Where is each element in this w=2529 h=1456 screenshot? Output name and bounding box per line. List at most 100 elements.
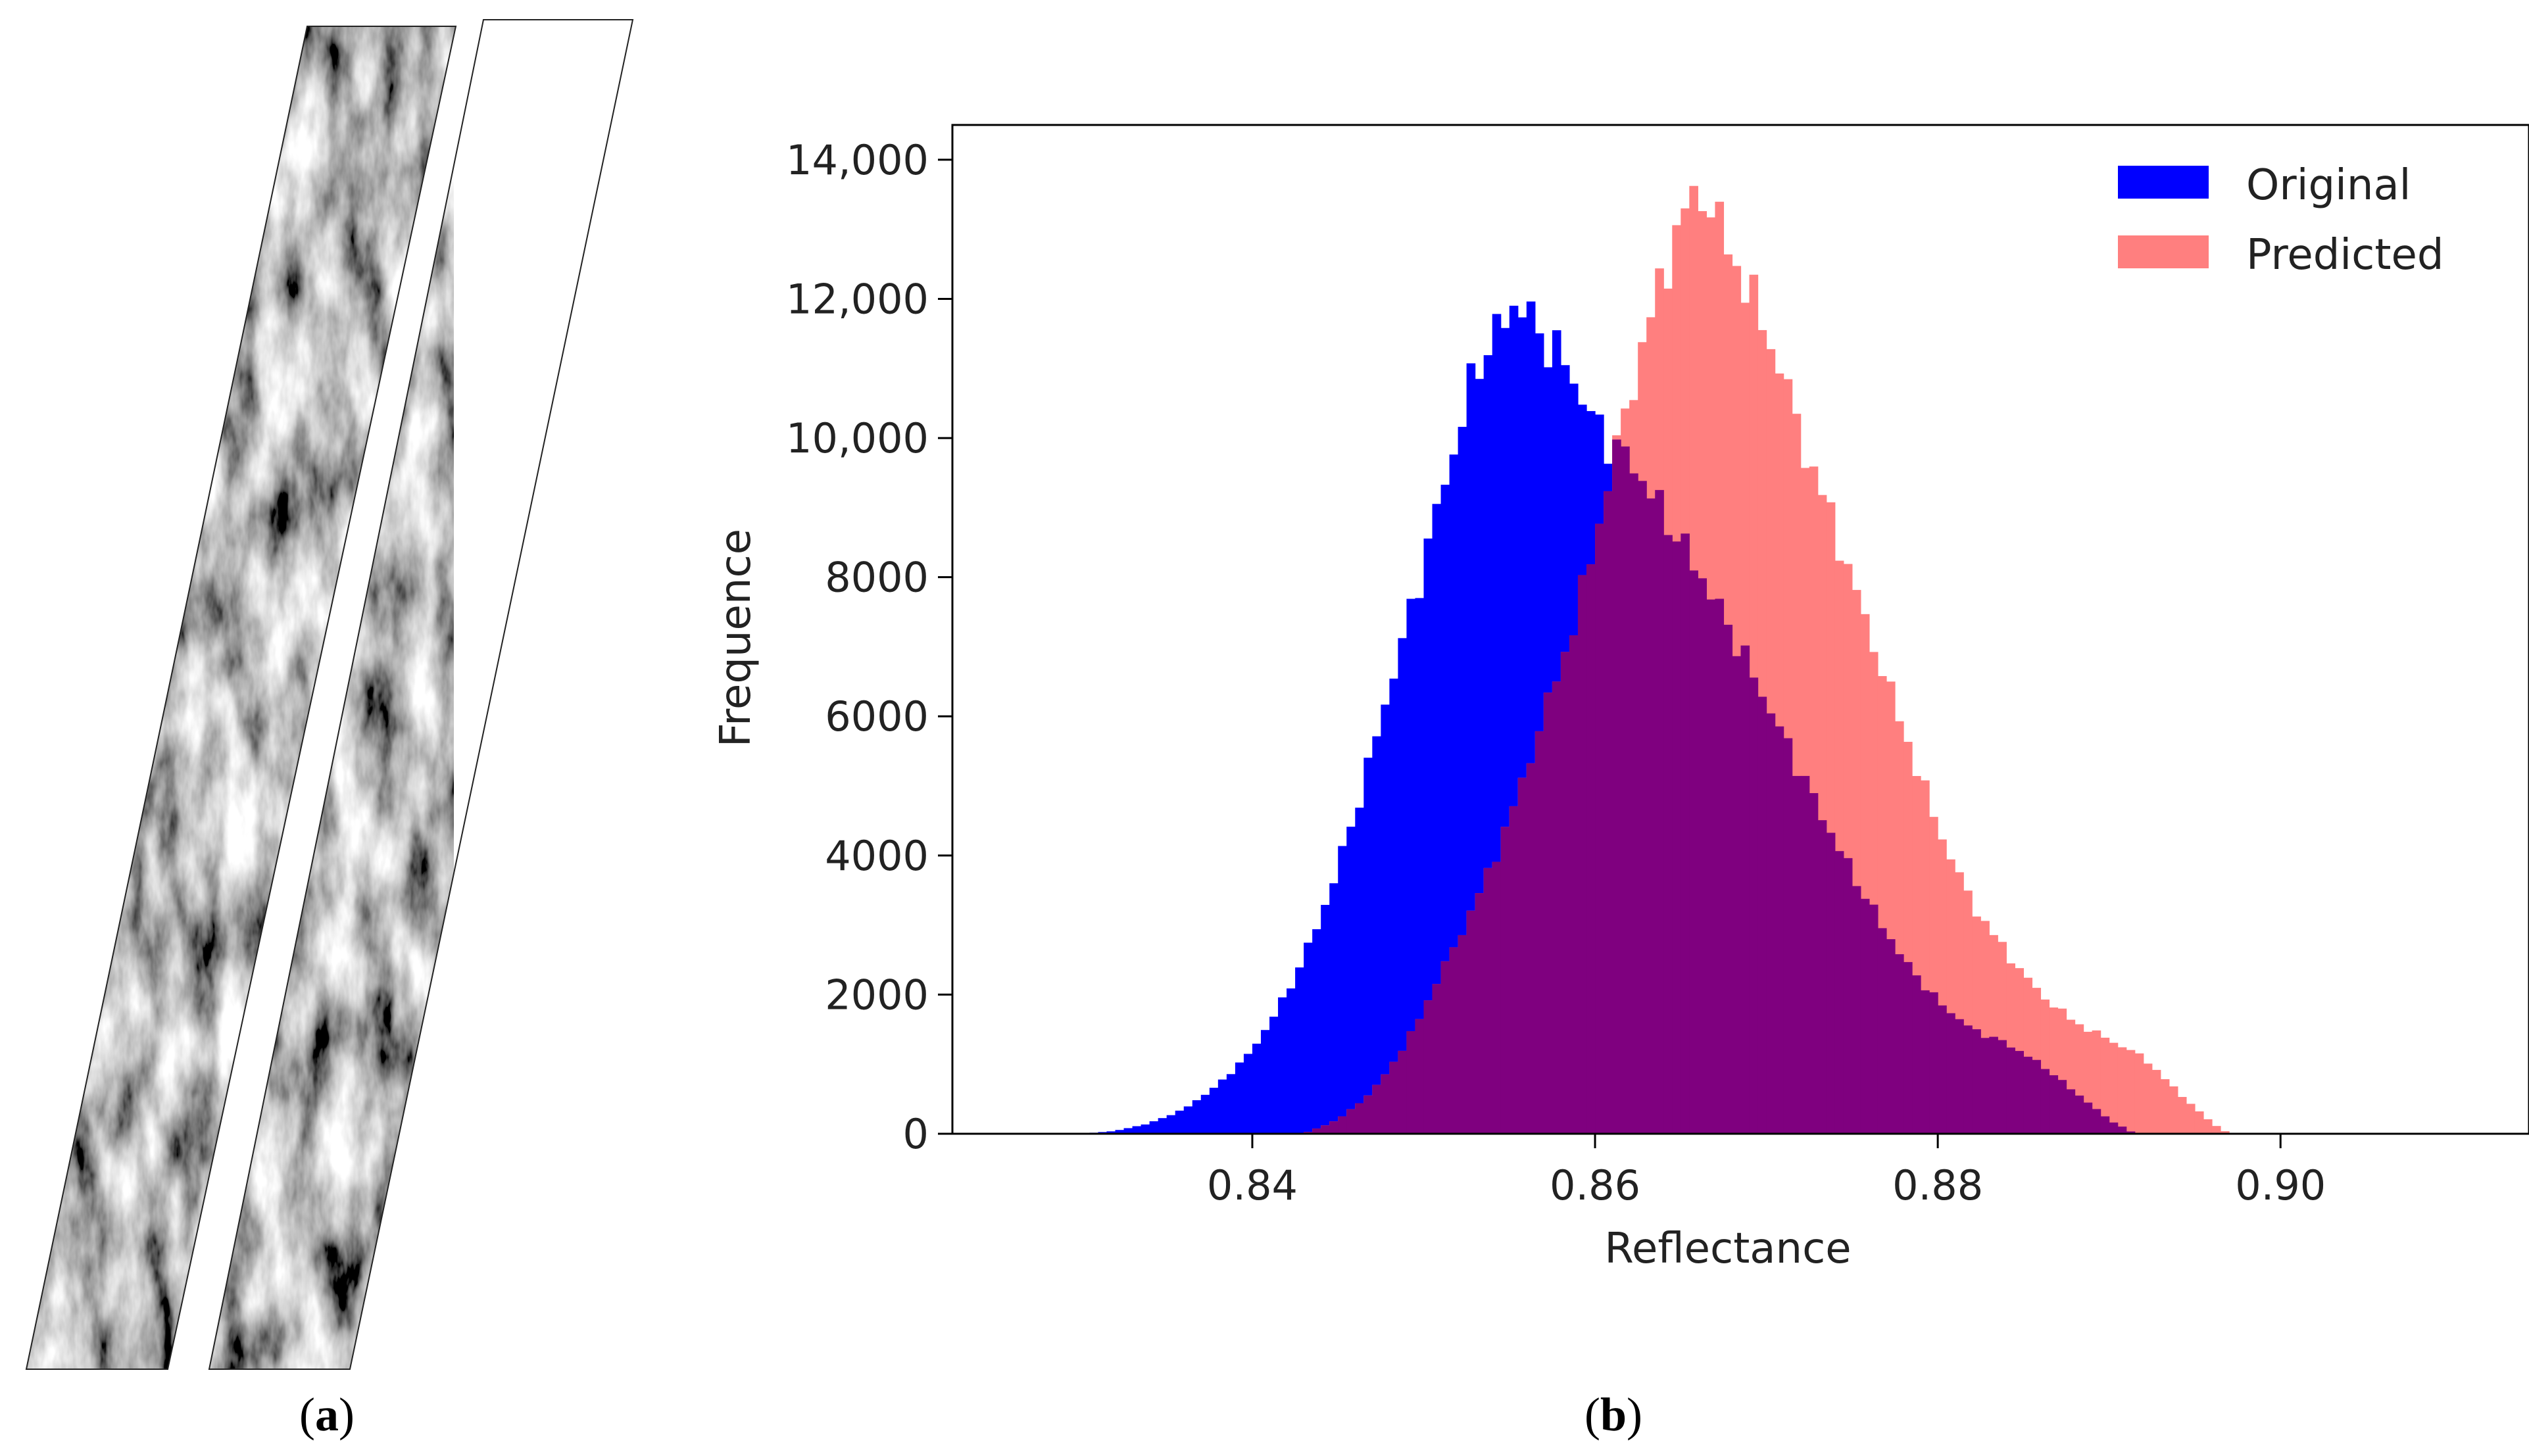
bar-original (1304, 942, 1313, 1134)
bar-overlap (2032, 1059, 2042, 1134)
bar-overlap (1757, 696, 1767, 1134)
bar-overlap (1646, 498, 1656, 1134)
bar-overlap (1372, 1084, 1381, 1134)
bar-original (1346, 827, 1356, 1134)
bar-overlap (1432, 984, 1442, 1134)
bar-overlap (1826, 833, 1836, 1134)
panel-a-letter: a (315, 1388, 339, 1441)
bar-overlap (1775, 726, 1784, 1134)
bar-overlap (1732, 656, 1742, 1134)
bar-original (1106, 1131, 1116, 1134)
bar-overlap (1475, 893, 1485, 1134)
bar-overlap (1689, 570, 1698, 1134)
bar-overlap (1423, 1000, 1433, 1134)
bar-original (1252, 1043, 1262, 1134)
bar-overlap (1929, 992, 1938, 1134)
bar-overlap (2109, 1122, 2119, 1134)
x-tick-label: 0.86 (1550, 1161, 1640, 1209)
bar-original (1372, 736, 1381, 1134)
bar-overlap (1681, 533, 1690, 1134)
y-tick-label: 8000 (825, 554, 929, 602)
bar-overlap (1655, 490, 1664, 1134)
bar-overlap (1406, 1031, 1416, 1134)
bar-original (1278, 997, 1287, 1134)
bar-overlap (1629, 473, 1638, 1134)
bar-predicted (2177, 1097, 2187, 1134)
bar-overlap (1363, 1095, 1373, 1134)
bar-overlap (1612, 439, 1621, 1134)
bar-overlap (1595, 523, 1604, 1134)
bar-overlap (2100, 1116, 2110, 1134)
bar-overlap (1526, 763, 1536, 1134)
bar-original (1406, 598, 1416, 1134)
series-overlap-bars (1304, 439, 2136, 1134)
legend-swatch-predicted (2118, 235, 2209, 268)
bar-overlap (1921, 990, 1930, 1134)
bar-original (1355, 808, 1364, 1134)
bar-original (1329, 883, 1338, 1134)
bar-predicted (2126, 1050, 2136, 1134)
bar-overlap (2092, 1109, 2101, 1134)
bar-predicted (2092, 1030, 2101, 1134)
bar-overlap (1715, 598, 1725, 1134)
bar-overlap (1834, 851, 1844, 1134)
bar-predicted (2134, 1053, 2144, 1134)
bar-original (1141, 1124, 1150, 1134)
bar-original (1209, 1088, 1219, 1134)
bar-predicted (2186, 1104, 2196, 1134)
bar-overlap (1980, 1038, 1990, 1134)
bar-predicted (2143, 1063, 2153, 1134)
bar-overlap (1492, 861, 1502, 1134)
bar-overlap (1381, 1074, 1390, 1134)
bar-overlap (1860, 898, 1870, 1134)
bar-overlap (1543, 692, 1553, 1134)
x-axis-ticks: 0.84 0.86 0.88 0.90 (1207, 1134, 2326, 1209)
bar-original (1217, 1079, 1227, 1134)
bar-overlap (1912, 975, 1921, 1134)
bar-overlap (1440, 961, 1450, 1134)
y-tick-label: 4000 (825, 832, 929, 880)
bar-predicted (2117, 1047, 2127, 1134)
bar-original (1175, 1110, 1185, 1134)
bar-overlap (1903, 961, 1913, 1134)
bar-overlap (1638, 481, 1647, 1134)
bar-original (1132, 1126, 1142, 1134)
bar-overlap (1783, 738, 1793, 1134)
bar-predicted (2109, 1042, 2119, 1134)
bar-original (1398, 638, 1408, 1134)
bar-overlap (1963, 1025, 1973, 1134)
bar-predicted (2221, 1131, 2230, 1134)
bar-original (1381, 704, 1390, 1134)
y-axis-label: Frequence (712, 529, 760, 747)
bar-overlap (1321, 1125, 1330, 1134)
bar-predicted (2194, 1111, 2204, 1134)
bar-overlap (2057, 1080, 2067, 1134)
bar-original (1415, 598, 1425, 1134)
bar-overlap (1621, 446, 1630, 1134)
bar-original (1166, 1115, 1176, 1134)
bar-overlap (1740, 645, 1750, 1134)
bar-overlap (1938, 1005, 1947, 1134)
bar-overlap (1706, 599, 1716, 1134)
bar-original (1295, 967, 1304, 1134)
bar-overlap (2126, 1131, 2136, 1134)
y-tick-label: 6000 (825, 692, 929, 740)
bar-overlap (1346, 1109, 1356, 1134)
bar-overlap (1466, 910, 1476, 1134)
bar-predicted (2203, 1119, 2213, 1134)
bar-overlap (1800, 775, 1810, 1134)
bar-original (1363, 758, 1373, 1134)
bar-overlap (1552, 681, 1561, 1134)
bar-original (1432, 504, 1442, 1134)
bar-overlap (1852, 886, 1861, 1134)
bar-overlap (1843, 858, 1853, 1134)
bar-original (1200, 1094, 1210, 1134)
bar-overlap (1663, 535, 1673, 1134)
bar-overlap (1604, 491, 1613, 1134)
y-tick-label: 0 (903, 1110, 929, 1158)
bar-predicted (2151, 1069, 2161, 1134)
bar-overlap (1517, 777, 1527, 1134)
bar-overlap (1723, 624, 1733, 1134)
bar-overlap (1869, 904, 1878, 1134)
